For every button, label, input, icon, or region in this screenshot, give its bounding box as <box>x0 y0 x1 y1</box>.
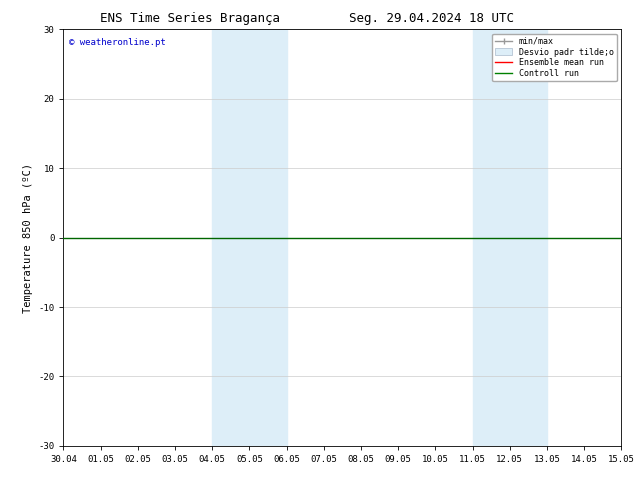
Y-axis label: Temperature 850 hPa (ºC): Temperature 850 hPa (ºC) <box>23 163 33 313</box>
Bar <box>212 29 249 446</box>
Bar <box>472 29 510 446</box>
Bar <box>249 29 287 446</box>
Bar <box>510 29 547 446</box>
Text: ENS Time Series Bragança: ENS Time Series Bragança <box>100 12 280 25</box>
Text: Seg. 29.04.2024 18 UTC: Seg. 29.04.2024 18 UTC <box>349 12 514 25</box>
Text: © weatheronline.pt: © weatheronline.pt <box>69 38 165 47</box>
Legend: min/max, Desvio padr tilde;o, Ensemble mean run, Controll run: min/max, Desvio padr tilde;o, Ensemble m… <box>492 34 617 81</box>
